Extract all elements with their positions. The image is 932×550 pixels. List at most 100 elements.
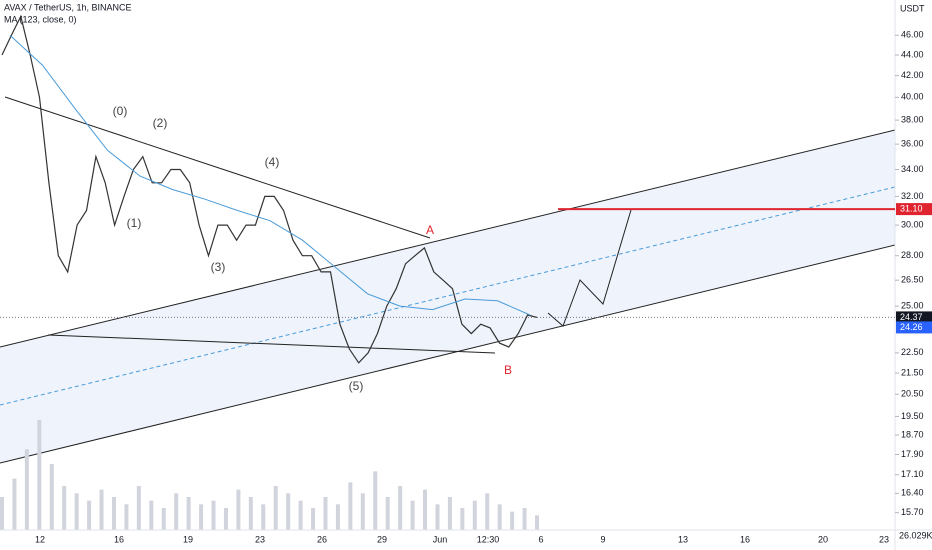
y-tick-label: 26.50 — [901, 275, 924, 285]
ma-legend: MA (123, close, 0) — [4, 14, 77, 24]
volume-bar — [273, 486, 278, 530]
wave-label: (4) — [265, 155, 280, 169]
volume-bar — [460, 508, 465, 530]
volume-bar — [385, 497, 390, 530]
volume-bar — [99, 489, 104, 530]
wave-label: (5) — [349, 379, 364, 393]
x-tick-label: 19 — [183, 534, 193, 544]
x-tick-label: 26 — [317, 534, 327, 544]
volume-bar — [447, 497, 452, 530]
volume-bar — [87, 500, 92, 530]
wedge-lower — [47, 334, 496, 354]
volume-bar — [398, 486, 403, 530]
ma-tag-bg — [896, 321, 932, 334]
volume-label: 26.029K — [899, 530, 932, 540]
wave-label: A — [426, 223, 434, 237]
y-tick-label: 17.90 — [901, 449, 924, 459]
x-tick-label: 6 — [538, 534, 543, 544]
y-tick-label: 46.00 — [901, 30, 924, 40]
volume-bar — [199, 504, 204, 530]
volume-bar — [348, 482, 353, 530]
y-tick-label: 25.00 — [901, 300, 924, 310]
x-tick-label: 12:30 — [477, 534, 500, 544]
volume-bar — [24, 449, 29, 530]
y-tick-label: 16.40 — [901, 488, 924, 498]
volume-bar — [360, 493, 365, 530]
volume-bar — [472, 500, 477, 530]
y-tick-label: 40.00 — [901, 92, 924, 102]
wave-label: (1) — [127, 216, 142, 230]
y-tick-label: 32.00 — [901, 191, 924, 201]
y-tick-label: 18.70 — [901, 429, 924, 439]
volume-bar — [149, 500, 154, 530]
volume-bar — [124, 504, 129, 530]
volume-bar — [485, 493, 490, 530]
volume-bar — [435, 504, 440, 530]
volume-bar — [373, 471, 378, 530]
volume-bar — [535, 515, 539, 530]
y-tick-label: 17.10 — [901, 469, 924, 479]
x-tick-label: Jun — [433, 534, 448, 544]
y-tick-label: 21.50 — [901, 367, 924, 377]
wave-label: (3) — [211, 260, 226, 274]
volume-bar — [497, 504, 502, 530]
volume-bar — [223, 508, 228, 530]
x-tick-label: 20 — [818, 534, 828, 544]
channel-upper — [0, 129, 896, 348]
y-tick-label: 30.00 — [901, 219, 924, 229]
volume-bar — [0, 497, 4, 530]
volume-bar — [236, 489, 241, 530]
volume-bar — [74, 493, 79, 530]
x-tick-label: 12 — [35, 534, 45, 544]
volume-bar — [12, 478, 17, 530]
wave-label: (0) — [113, 104, 128, 118]
axis-unit: USDT — [900, 3, 925, 13]
channel-fill — [0, 130, 895, 463]
channel-lower — [0, 244, 896, 464]
y-tick-label: 22.50 — [901, 347, 924, 357]
volume-bar — [211, 500, 216, 530]
y-tick-label: 38.00 — [901, 114, 924, 124]
price-line — [1, 14, 538, 364]
y-tick-label: 42.00 — [901, 70, 924, 80]
volume-bar — [510, 511, 515, 530]
volume-bar — [323, 497, 328, 530]
price-line — [9, 34, 531, 316]
volume-bar — [311, 508, 316, 530]
wave-label: (2) — [153, 116, 168, 130]
volume-bar — [410, 500, 415, 530]
y-tick-label: 20.50 — [901, 389, 924, 399]
volume-bar — [286, 493, 291, 530]
x-tick-label: 23 — [255, 534, 265, 544]
volume-bar — [49, 464, 54, 530]
y-tick-label: 19.50 — [901, 411, 924, 421]
volume-bar — [174, 493, 179, 530]
x-tick-label: 23 — [879, 534, 889, 544]
y-tick-label: 28.00 — [901, 250, 924, 260]
wave-label: B — [504, 363, 512, 377]
y-tick-label: 34.00 — [901, 164, 924, 174]
ma-price-label: 24.26 — [900, 322, 923, 332]
volume-bar — [335, 504, 340, 530]
x-tick-label: 13 — [678, 534, 688, 544]
volume-bar — [522, 508, 527, 530]
y-tick-label: 15.70 — [901, 507, 924, 517]
y-tick-label: 44.00 — [901, 49, 924, 59]
x-tick-label: 16 — [114, 534, 124, 544]
last-price-label: 24.37 — [900, 312, 923, 322]
volume-bar — [423, 489, 428, 530]
x-tick-label: 29 — [377, 534, 387, 544]
x-tick-label: 9 — [600, 534, 605, 544]
target-tag-bg — [896, 203, 932, 216]
target-label: 31.10 — [900, 203, 923, 213]
volume-bar — [161, 508, 166, 530]
y-tick-label: 36.00 — [901, 138, 924, 148]
chart-title: AVAX / TetherUS, 1h, BINANCE — [4, 2, 132, 12]
volume-bar — [37, 420, 42, 530]
volume-bar — [62, 486, 67, 530]
wedge-upper — [4, 96, 431, 239]
volume-bar — [136, 486, 141, 530]
volume-bar — [261, 504, 266, 530]
volume-bar — [298, 500, 303, 530]
